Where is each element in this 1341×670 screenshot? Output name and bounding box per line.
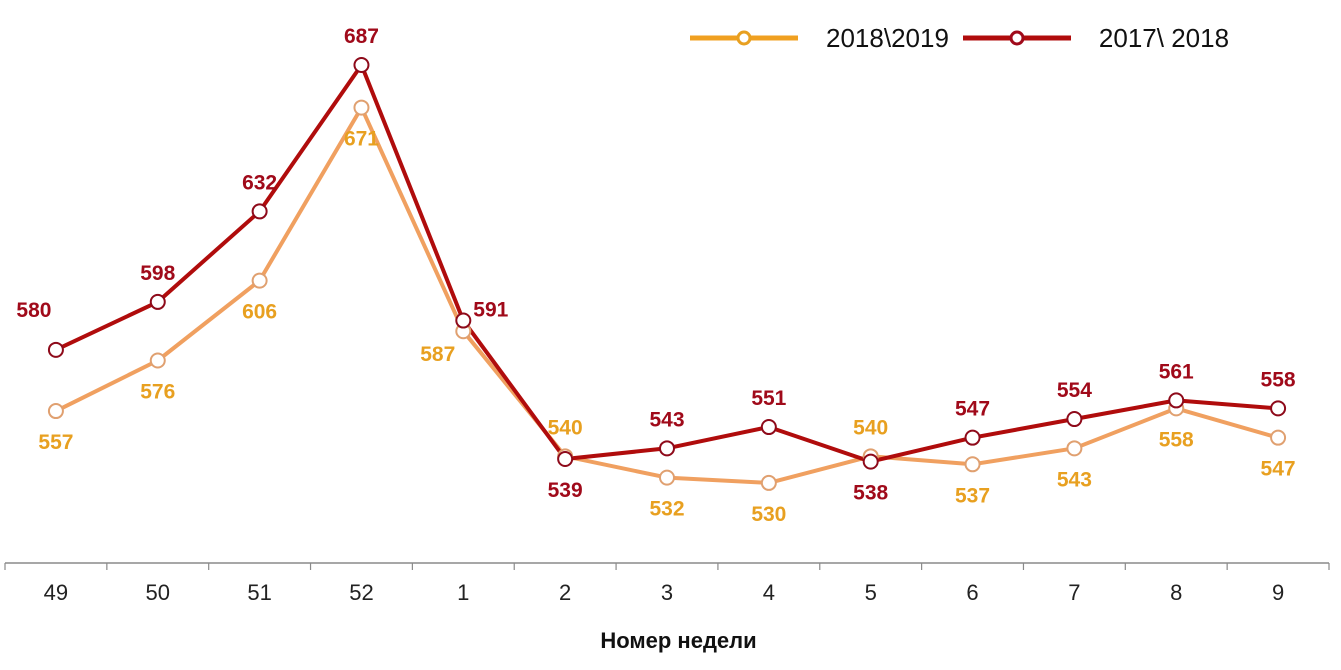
x-tick-label: 7 <box>1068 580 1080 605</box>
series-line-2017-2018 <box>55 63 1279 464</box>
data-point-marker <box>557 450 574 467</box>
legend: 2018\2019 2017\ 2018 <box>690 18 1243 58</box>
x-tick-label: 50 <box>146 580 170 605</box>
data-point-marker <box>659 440 675 457</box>
data-point-marker <box>659 469 675 486</box>
data-label: 551 <box>751 387 786 410</box>
data-point-marker <box>1270 400 1287 417</box>
data-labels: 557 576 606 671 587 540 532 530 540 537 543 558 547 5… <box>16 25 1296 526</box>
legend-item-2018-2019: 2018\2019 <box>690 18 949 58</box>
x-tick-label: 9 <box>1272 580 1284 605</box>
data-label: 540 <box>548 416 583 439</box>
data-label: 530 <box>751 503 786 526</box>
x-tick-label: 52 <box>349 580 373 605</box>
legend-line-marker-icon <box>962 30 1071 46</box>
data-point-marker <box>1066 411 1083 428</box>
data-point-marker <box>455 312 472 329</box>
legend-label: 2017\ 2018 <box>1098 22 1230 53</box>
x-tick-label: 8 <box>1170 580 1182 605</box>
data-label: 557 <box>38 431 73 454</box>
data-label: 547 <box>955 398 990 421</box>
data-label: 632 <box>242 171 277 194</box>
x-tick-label: 1 <box>457 580 469 605</box>
data-label: 539 <box>548 479 583 502</box>
data-label: 580 <box>16 299 51 322</box>
data-point-marker <box>251 203 268 220</box>
data-label: 558 <box>1159 428 1194 451</box>
x-tick-label: 6 <box>966 580 978 605</box>
data-label: 540 <box>853 416 888 439</box>
data-label: 558 <box>1261 368 1296 391</box>
x-axis-title: Номер недели <box>600 628 757 653</box>
legend-line-marker-icon <box>690 30 798 46</box>
data-point-marker <box>47 341 64 358</box>
data-label: 576 <box>140 380 175 403</box>
data-label: 543 <box>649 408 684 431</box>
data-label: 587 <box>420 343 455 366</box>
legend-label: 2018\2019 <box>826 22 949 53</box>
data-label: 671 <box>344 128 379 151</box>
data-point-marker <box>149 293 166 310</box>
data-point-marker <box>251 272 268 289</box>
data-label: 591 <box>473 299 508 322</box>
data-label: 606 <box>242 301 277 324</box>
x-tick-label: 5 <box>865 580 877 605</box>
x-tick-label: 49 <box>44 580 68 605</box>
data-label: 543 <box>1057 468 1092 491</box>
data-point-marker <box>353 57 370 73</box>
data-label: 561 <box>1159 360 1194 383</box>
series-layer <box>47 57 1287 491</box>
data-point-marker <box>149 352 166 369</box>
data-label: 532 <box>649 498 684 521</box>
data-point-marker <box>1168 392 1185 409</box>
data-label: 598 <box>140 262 175 285</box>
x-axis: 49 50 51 52 1 2 3 4 5 6 7 8 9 <box>4 562 1330 605</box>
data-label: 537 <box>955 484 990 507</box>
data-point-marker <box>862 453 879 470</box>
data-label: 538 <box>853 482 888 505</box>
data-label: 687 <box>344 25 379 48</box>
data-point-marker <box>353 99 370 116</box>
data-point-marker <box>47 403 64 420</box>
x-tick-label: 51 <box>247 580 271 605</box>
x-tick-label: 4 <box>763 580 775 605</box>
legend-item-2017-2018: 2017\ 2018 <box>962 18 1230 58</box>
x-tick-label: 2 <box>559 580 571 605</box>
data-label: 554 <box>1057 379 1092 402</box>
data-point-marker <box>964 429 981 446</box>
data-point-marker <box>964 456 981 473</box>
data-point-marker <box>1270 429 1287 446</box>
data-point-marker <box>1066 440 1083 457</box>
data-label: 547 <box>1261 458 1296 481</box>
x-tick-label: 3 <box>661 580 673 605</box>
data-point-marker <box>760 419 777 436</box>
data-point-marker <box>760 474 777 491</box>
